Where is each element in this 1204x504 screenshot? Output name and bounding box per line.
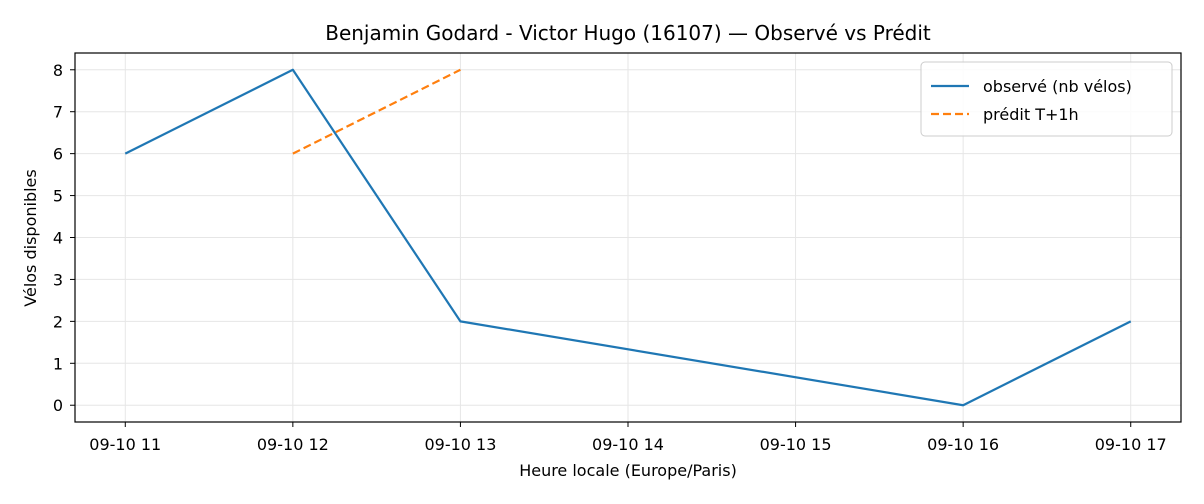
chart-title: Benjamin Godard - Victor Hugo (16107) — …	[325, 21, 931, 45]
x-tick-label: 09-10 11	[89, 435, 161, 454]
y-tick-label: 1	[53, 354, 63, 373]
x-tick-label: 09-10 16	[927, 435, 999, 454]
y-axis: 0 1 2 3 4 5 6 7 8	[53, 61, 75, 415]
y-tick-label: 0	[53, 396, 63, 415]
y-tick-label: 6	[53, 145, 63, 164]
y-tick-label: 8	[53, 61, 63, 80]
x-axis: 09-10 11 09-10 12 09-10 13 09-10 14 09-10 15…	[89, 422, 1167, 454]
series-lines	[124, 68, 1132, 407]
y-tick-label: 3	[53, 270, 63, 289]
x-tick-label: 09-10 17	[1095, 435, 1167, 454]
legend: observé (nb vélos) prédit T+1h	[920, 61, 1173, 137]
y-tick-label: 7	[53, 103, 63, 122]
x-tick-label: 09-10 13	[424, 435, 496, 454]
y-tick-label: 5	[53, 187, 63, 206]
series-line-2	[292, 68, 461, 155]
x-tick-label: 09-10 15	[760, 435, 832, 454]
legend-label-1: observé (nb vélos)	[983, 77, 1132, 96]
series-line-1	[124, 68, 1132, 407]
x-tick-label: 09-10 12	[257, 435, 329, 454]
legend-label-2: prédit T+1h	[983, 105, 1079, 124]
y-axis-label: Vélos disponibles	[21, 169, 40, 306]
x-tick-label: 09-10 14	[592, 435, 664, 454]
x-axis-label: Heure locale (Europe/Paris)	[519, 461, 737, 480]
y-tick-label: 2	[53, 312, 63, 331]
legend-box	[920, 61, 1173, 137]
y-tick-label: 4	[53, 229, 63, 248]
